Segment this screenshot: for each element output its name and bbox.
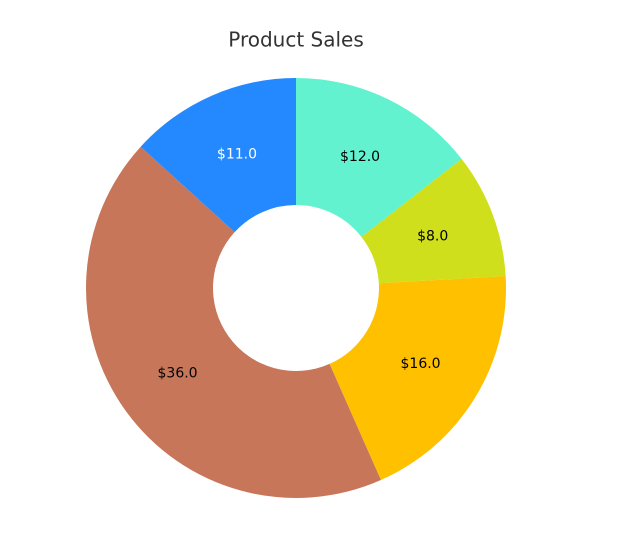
slice xyxy=(329,276,506,481)
chart-title: Product Sales xyxy=(228,28,364,52)
slice xyxy=(85,146,381,499)
slice xyxy=(361,158,506,284)
data-label: $11.0 xyxy=(217,146,257,162)
data-label: $8.0 xyxy=(417,229,448,245)
data-label: $16.0 xyxy=(401,356,441,372)
slice xyxy=(140,78,296,233)
slice xyxy=(296,78,462,237)
data-label: $12.0 xyxy=(340,149,380,165)
data-label: $36.0 xyxy=(158,365,198,381)
